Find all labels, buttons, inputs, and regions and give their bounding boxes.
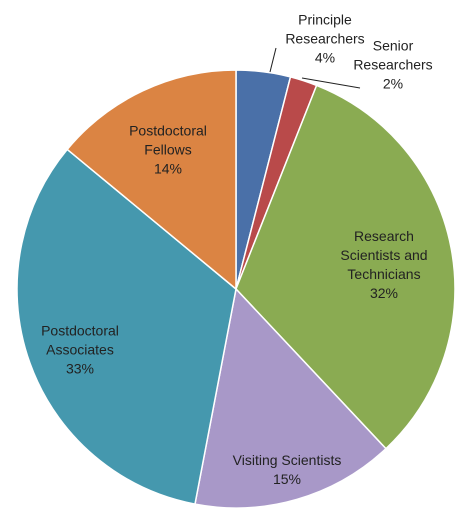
category-label: Senior Researchers — [353, 37, 433, 73]
value-label: 15% — [272, 471, 302, 487]
slice-label: Principle Researchers 4% — [280, 11, 370, 68]
value-label: 4% — [314, 49, 336, 66]
value-label: 32% — [369, 285, 399, 301]
slice-label: Research Scientists and Technicians 32% — [332, 227, 437, 303]
value-label: 2% — [382, 75, 404, 92]
category-label: Principle Researchers — [285, 11, 365, 47]
category-label: Visiting Scientists — [232, 452, 342, 468]
pie-slice — [16, 148, 237, 505]
category-label: Postdoctoral Fellows — [129, 122, 207, 158]
pie-slice — [194, 287, 387, 508]
value-label: 14% — [153, 160, 183, 177]
slice-label: Postdoctoral Fellows 14% — [113, 122, 223, 179]
leader-line — [301, 77, 361, 89]
pie-slice — [66, 69, 237, 291]
category-label: Research Scientists and Technicians — [340, 228, 428, 282]
value-label: 33% — [65, 360, 95, 377]
slice-label: Postdoctoral Associates 33% — [25, 322, 135, 379]
slice-label: Senior Researchers 2% — [348, 37, 438, 94]
pie-slice — [235, 84, 456, 450]
slice-label: Visiting Scientists 15% — [212, 451, 362, 489]
category-label: Postdoctoral Associates — [41, 322, 119, 358]
leader-line — [269, 47, 277, 73]
